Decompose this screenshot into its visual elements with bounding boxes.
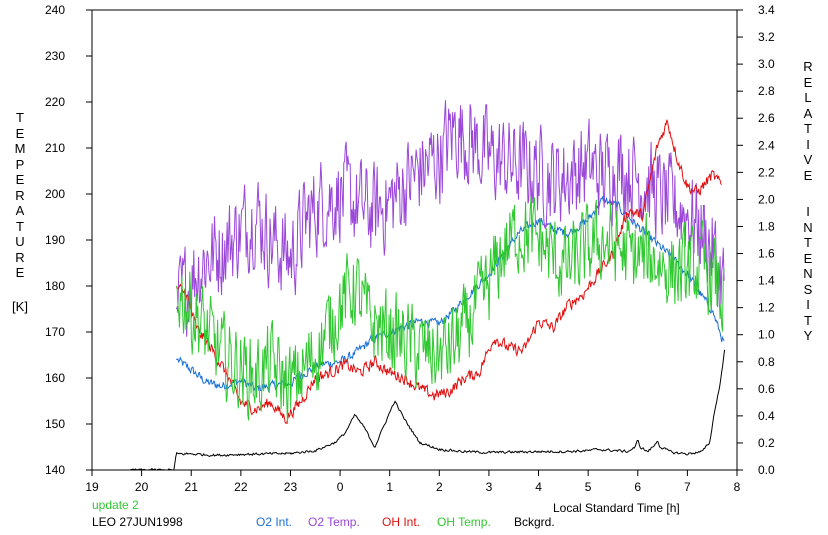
y-axis-right-letter: A [803,105,813,121]
x-tick-label: 22 [234,480,248,494]
y-left-tick-label: 180 [45,279,65,293]
y-axis-left-letter: T [16,110,24,125]
x-axis-title: Local Standard Time [h] [553,501,680,515]
y-axis-right-letter: E [803,167,813,183]
y-right-tick-label: 2.6 [758,111,775,125]
series-line [176,196,725,393]
x-tick-label: 8 [734,480,741,494]
y-axis-left-letter: T [16,218,24,234]
y-left-tick-label: 240 [45,3,65,17]
y-axis-right-letter: T [804,235,812,250]
y-axis-left-letter: U [15,234,25,249]
y-axis-right-letter: E [803,74,813,90]
y-axis-right-letter: I [806,136,810,152]
y-axis-left-letter: E [15,172,25,187]
y-axis-left-letter: E [15,125,25,141]
y-axis-left-letter: R [15,187,25,203]
y-axis-left-letter: A [15,203,25,218]
legend-entry: O2 Int. [256,515,293,529]
y-right-tick-label: 3.4 [758,3,775,17]
legend-entry: Bckgrd. [514,515,555,529]
x-tick-label: 7 [684,480,691,494]
y-axis-right-letter: E [803,250,813,266]
y-right-tick-label: 2.0 [758,192,775,206]
legend-entry: OH Temp. [437,515,491,529]
y-left-tick-label: 210 [45,141,65,155]
x-tick-label: 21 [185,480,199,494]
y-axis-right-letter: N [803,219,813,235]
y-left-tick-label: 230 [45,49,65,63]
y-axis-left-letter: R [15,249,25,265]
x-tick-label: 5 [585,480,592,494]
y-axis-right-letter: T [804,312,812,328]
legend-entry: OH Int. [382,515,421,529]
x-tick-label: 4 [535,480,542,494]
update-text: update 2 [92,498,139,512]
y-right-tick-label: 3.0 [758,57,775,71]
y-axis-left-unit: [K] [12,299,28,314]
y-right-tick-label: 0.4 [758,409,775,423]
y-axis-right-letter: T [804,121,812,136]
y-axis-right-letter: I [806,297,810,312]
y-axis-left-letter: E [15,265,25,280]
y-left-tick-label: 160 [45,371,65,385]
y-axis-right-letter: L [804,90,812,105]
y-left-tick-label: 220 [45,95,65,109]
x-tick-label: 0 [337,480,344,494]
series-line [129,349,726,471]
x-tick-label: 20 [135,480,149,494]
series-line [175,100,725,337]
x-tick-label: 19 [85,480,99,494]
y-left-tick-label: 140 [45,463,65,477]
x-tick-label: 6 [634,480,641,494]
y-right-tick-label: 2.4 [758,138,775,152]
y-right-tick-label: 1.0 [758,328,775,342]
y-right-tick-label: 0.6 [758,382,775,396]
y-right-tick-label: 2.2 [758,165,775,179]
y-right-tick-label: 2.8 [758,84,775,98]
y-right-tick-label: 0.2 [758,436,775,450]
x-tick-label: 1 [386,480,393,494]
y-right-tick-label: 3.2 [758,30,775,44]
y-left-tick-label: 190 [45,233,65,247]
y-left-tick-label: 170 [45,325,65,339]
y-axis-right-letter: I [806,204,810,219]
legend-entry: O2 Temp. [308,515,360,529]
y-axis-right-letter: Y [803,328,813,343]
y-axis-right-letter: R [803,59,813,74]
y-right-tick-label: 1.6 [758,247,775,261]
y-right-tick-label: 1.4 [758,274,775,288]
y-right-tick-label: 1.2 [758,301,775,315]
series-line [176,119,722,424]
axis-layer: 19 20 21 22 23 0 1 2 3 4 5 6 7 8140150160170180190200… [45,3,775,494]
series-layer [129,100,726,471]
y-left-tick-label: 150 [45,417,65,431]
x-tick-label: 23 [284,480,298,494]
y-axis-right-letter: N [803,266,813,281]
y-left-tick-label: 200 [45,187,65,201]
y-right-tick-label: 1.8 [758,219,775,233]
y-axis-left-letter: M [14,141,26,156]
y-right-tick-label: 0.8 [758,355,775,369]
x-tick-label: 3 [486,480,493,494]
y-axis-left-letter: P [15,156,25,172]
y-right-tick-label: 0.0 [758,463,775,477]
station-date: LEO 27JUN1998 [92,515,183,529]
y-axis-right-letter: V [803,152,813,167]
series-line [175,196,725,424]
x-tick-label: 2 [436,480,443,494]
y-axis-right-letter: S [803,281,813,297]
